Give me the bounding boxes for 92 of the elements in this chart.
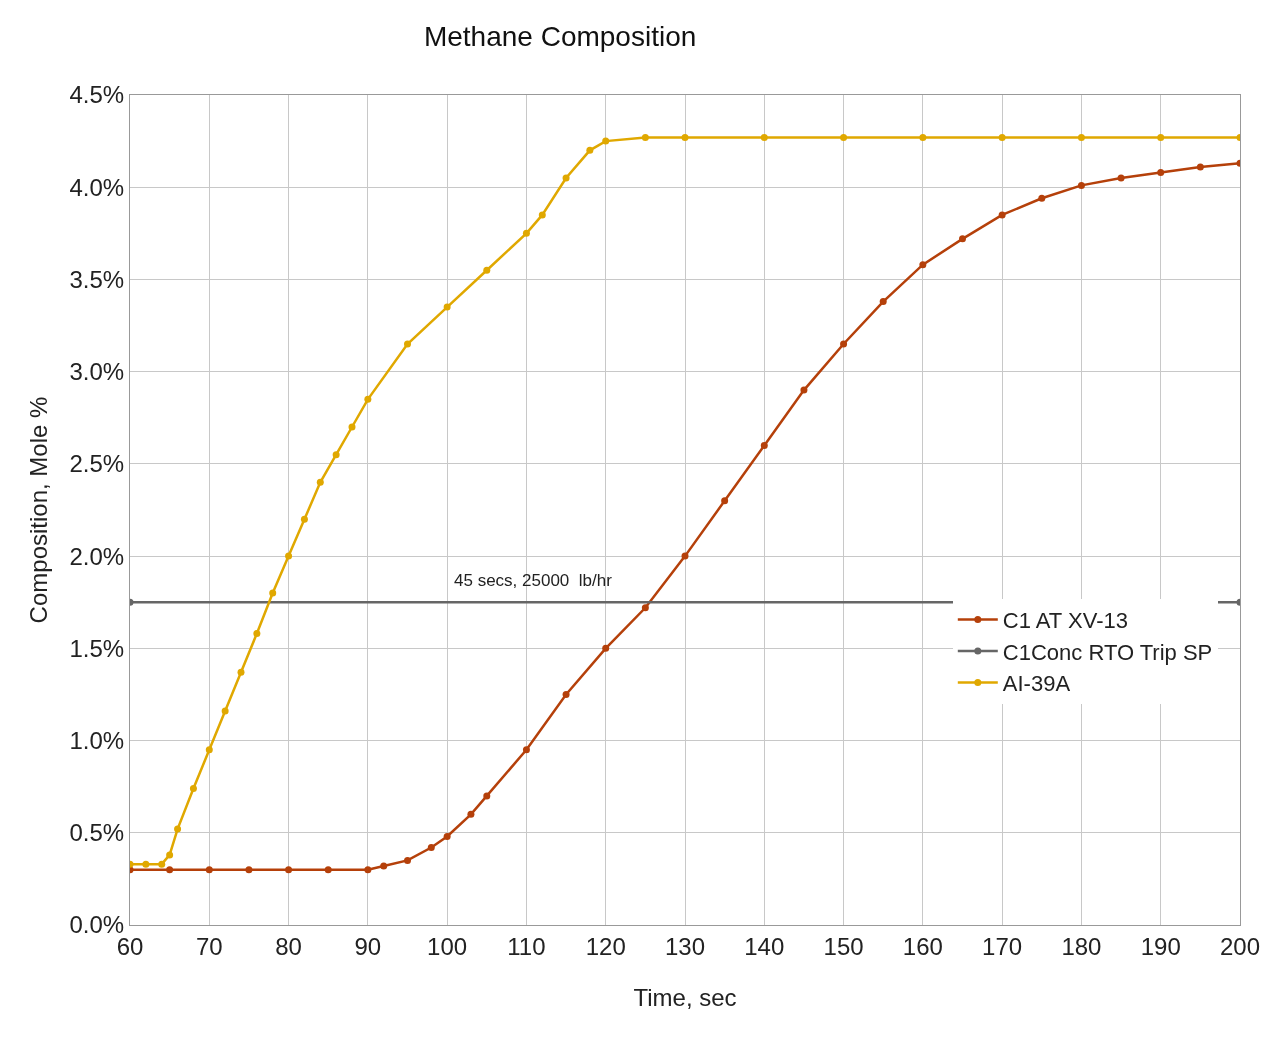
point <box>602 137 610 145</box>
point <box>959 235 966 243</box>
y-tick-label: 3.5% <box>69 265 125 293</box>
point <box>1077 133 1085 141</box>
x-tick-label: 190 <box>1140 932 1181 960</box>
point <box>443 303 451 311</box>
point <box>562 690 570 698</box>
point <box>483 792 491 800</box>
point <box>840 133 848 141</box>
point <box>467 810 475 818</box>
point <box>364 866 372 874</box>
point <box>158 860 166 868</box>
point <box>221 707 229 715</box>
x-tick-label: 120 <box>585 932 626 960</box>
point <box>380 862 388 870</box>
point <box>1077 181 1085 189</box>
point <box>1157 133 1165 141</box>
point <box>1117 174 1125 182</box>
x-tick-label: 90 <box>354 932 382 960</box>
y-tick-label: 0.5% <box>69 819 125 847</box>
point <box>332 451 340 459</box>
y-axis-title: Composition, Mole % <box>24 396 52 624</box>
x-tick-label: 170 <box>982 932 1023 960</box>
x-tick-label: 200 <box>1219 932 1261 960</box>
point <box>998 211 1006 219</box>
point <box>998 133 1006 141</box>
chart-title: Methane Composition <box>423 20 697 52</box>
point <box>522 746 530 754</box>
point <box>522 229 530 237</box>
y-tick-label: 4.0% <box>69 173 125 201</box>
legend-label: C1 AT XV-13 <box>1002 607 1128 633</box>
point <box>641 604 649 612</box>
point <box>189 785 197 793</box>
point <box>253 630 261 638</box>
point <box>1038 194 1046 202</box>
point <box>364 395 372 403</box>
point <box>142 860 150 868</box>
y-tick-label: 1.5% <box>69 634 125 662</box>
legend-label: C1Conc RTO Trip SP <box>1002 639 1213 665</box>
point <box>324 866 332 874</box>
point <box>269 589 277 597</box>
point <box>1157 168 1165 176</box>
point <box>760 133 768 141</box>
point <box>919 133 927 141</box>
point <box>681 552 689 560</box>
point <box>760 441 768 449</box>
point <box>1196 163 1204 171</box>
y-tick-label: 4.5% <box>69 81 125 109</box>
point <box>800 386 808 394</box>
point <box>840 340 848 348</box>
point <box>641 133 649 141</box>
point <box>404 856 411 864</box>
annotation: 45 secs, 25000 lb/hr <box>454 571 613 590</box>
point <box>166 866 174 874</box>
x-tick-label: 130 <box>664 932 706 960</box>
x-tick-label: 160 <box>902 932 943 960</box>
point <box>721 497 729 505</box>
y-tick-label: 1.0% <box>69 726 125 754</box>
legend-label: AI-39A <box>1002 671 1071 697</box>
point <box>443 832 451 840</box>
point <box>879 298 887 306</box>
point <box>285 866 293 874</box>
point <box>300 515 308 523</box>
x-tick-label: 140 <box>744 932 785 960</box>
point <box>237 668 245 676</box>
point <box>285 552 293 560</box>
x-tick-label: 180 <box>1061 932 1102 960</box>
point <box>919 261 927 269</box>
point <box>483 266 491 274</box>
point <box>245 866 253 874</box>
point <box>562 174 570 182</box>
x-tick-label: 70 <box>195 932 223 960</box>
point <box>427 844 435 852</box>
point <box>586 146 594 154</box>
x-tick-label: 80 <box>275 932 302 960</box>
point <box>174 825 182 833</box>
x-tick-label: 100 <box>427 932 468 960</box>
point <box>316 478 324 486</box>
x-tick-label: 110 <box>507 932 546 960</box>
x-axis-title: Time, sec <box>633 984 737 1012</box>
point <box>538 211 546 219</box>
y-tick-label: 2.5% <box>69 450 125 478</box>
point <box>348 423 356 431</box>
x-tick-label: 150 <box>823 932 864 960</box>
point <box>404 340 411 348</box>
point <box>205 866 213 874</box>
y-tick-label: 2.0% <box>69 542 125 570</box>
point <box>205 746 213 754</box>
y-tick-label: 3.0% <box>69 358 125 386</box>
point <box>602 644 610 652</box>
point <box>166 851 174 859</box>
point <box>681 133 689 141</box>
